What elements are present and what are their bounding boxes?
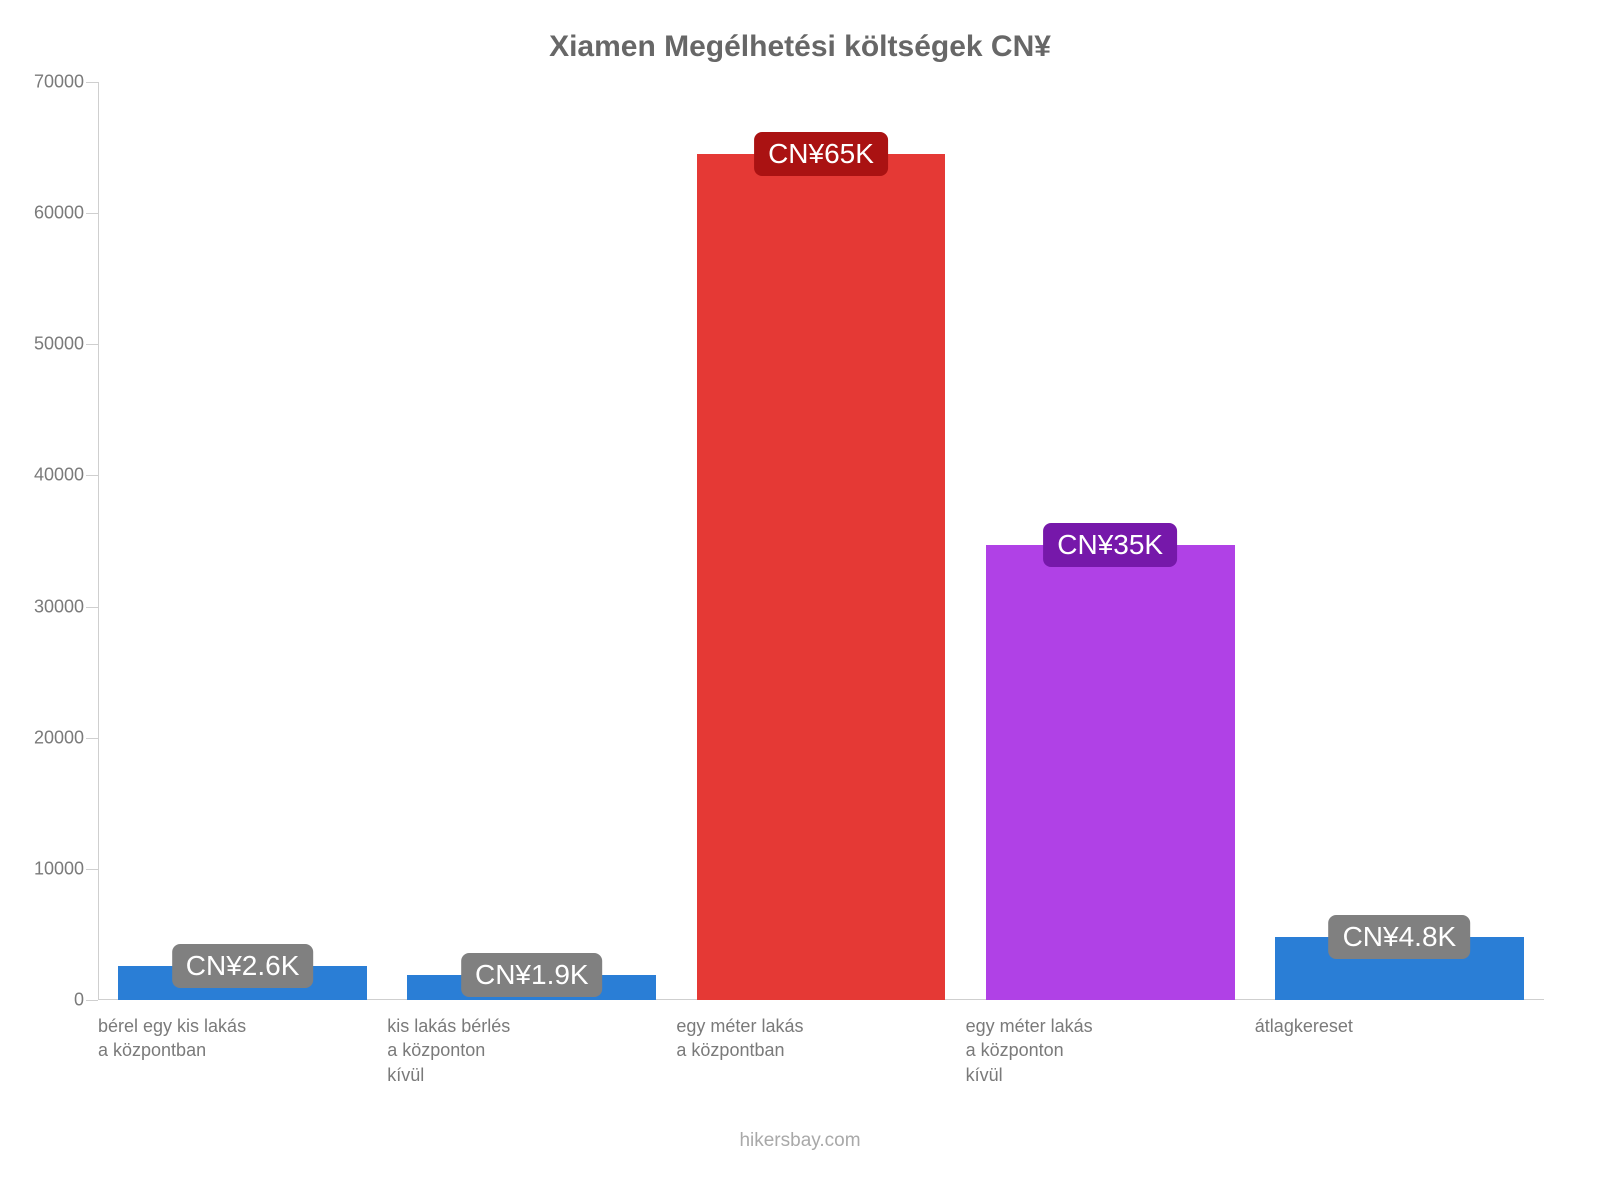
data-label-1: CN¥1.9K <box>461 953 603 997</box>
plot-area: 0 10000 20000 30000 40000 50000 60000 7 <box>98 82 1544 1000</box>
y-tick-label: 10000 <box>34 858 98 879</box>
y-tick-label: 0 <box>74 990 98 1011</box>
data-label-0: CN¥2.6K <box>172 944 314 988</box>
data-label-4: CN¥4.8K <box>1329 915 1471 959</box>
bar-2 <box>697 154 946 1000</box>
y-tick-label: 30000 <box>34 596 98 617</box>
y-tick-label: 50000 <box>34 334 98 355</box>
x-label-1: kis lakás bérlés a központon kívül <box>387 1000 676 1087</box>
y-tick-label: 60000 <box>34 203 98 224</box>
x-label-2: egy méter lakás a központban <box>676 1000 965 1063</box>
data-label-2: CN¥65K <box>754 132 888 176</box>
x-label-3: egy méter lakás a központon kívül <box>966 1000 1255 1087</box>
y-tick-label: 70000 <box>34 72 98 93</box>
chart-title: Xiamen Megélhetési költségek CN¥ <box>0 30 1600 64</box>
y-tick-label: 40000 <box>34 465 98 486</box>
chart-container: Xiamen Megélhetési költségek CN¥ 0 10000… <box>0 0 1600 1200</box>
x-label-0: bérel egy kis lakás a központban <box>98 1000 387 1063</box>
data-label-3: CN¥35K <box>1043 523 1177 567</box>
x-label-4: átlagkereset <box>1255 1000 1544 1038</box>
bars-layer <box>98 82 1544 1000</box>
bar-3 <box>986 545 1235 1000</box>
footer-source-label: hikersbay.com <box>0 1130 1600 1152</box>
y-tick-label: 20000 <box>34 727 98 748</box>
